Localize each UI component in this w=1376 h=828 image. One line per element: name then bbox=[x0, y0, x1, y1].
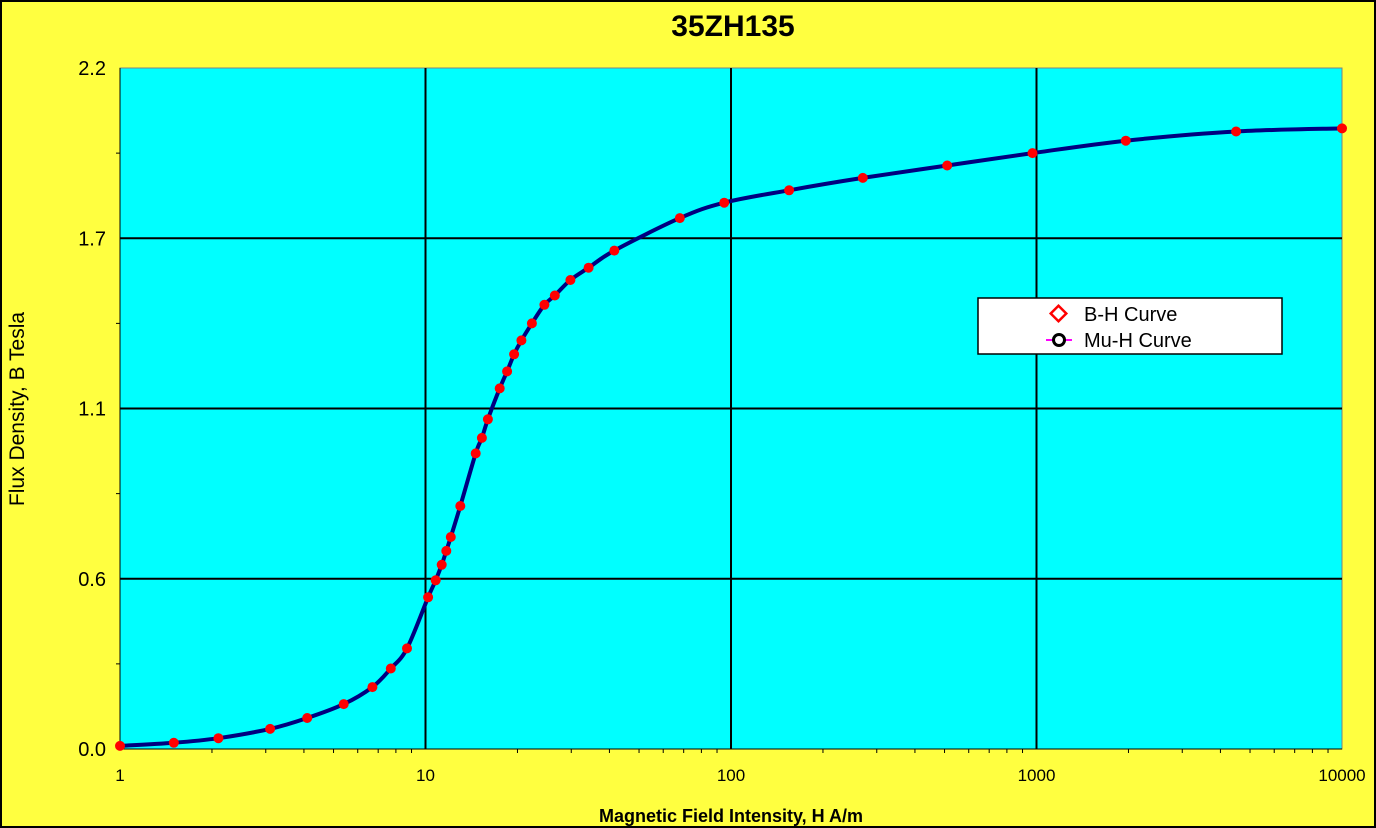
x-tick-label: 10000 bbox=[1318, 766, 1365, 785]
legend-label-bh: B-H Curve bbox=[1084, 304, 1177, 326]
y-tick-label: 0.6 bbox=[78, 569, 106, 591]
bh-data-point bbox=[1120, 135, 1131, 146]
legend: B-H Curve Mu-H Curve bbox=[977, 297, 1283, 355]
grid-lines bbox=[119, 68, 1342, 750]
bh-data-point bbox=[857, 172, 868, 183]
bh-data-point bbox=[1027, 148, 1038, 159]
x-axis-label: Magnetic Field Intensity, H A/m bbox=[599, 806, 863, 826]
bh-data-point bbox=[509, 349, 520, 360]
bh-data-point bbox=[441, 545, 452, 556]
bh-data-point bbox=[549, 290, 560, 301]
bh-data-point bbox=[455, 501, 466, 511]
bh-data-point bbox=[494, 383, 505, 394]
bh-data-point bbox=[402, 643, 412, 654]
legend-box bbox=[977, 297, 1283, 355]
x-tick-labels: 1 10 100 1000 10000 bbox=[115, 766, 1365, 785]
x-tick-label: 100 bbox=[717, 766, 745, 785]
bh-data-point bbox=[502, 366, 513, 377]
bh-data-point bbox=[1231, 126, 1242, 137]
bh-data-point bbox=[213, 733, 224, 744]
bh-data-point bbox=[445, 532, 456, 542]
bh-data-point bbox=[526, 318, 537, 329]
bh-data-point bbox=[784, 185, 795, 196]
bh-data-point bbox=[609, 245, 620, 256]
bh-data-point bbox=[436, 559, 447, 570]
legend-label-mu: Mu-H Curve bbox=[1084, 330, 1192, 352]
minor-ticks bbox=[116, 152, 1329, 753]
circle-marker-icon bbox=[1052, 333, 1066, 347]
bh-data-point bbox=[674, 213, 685, 224]
x-tick-label: 1000 bbox=[1018, 766, 1056, 785]
chart-title: 35ZH135 bbox=[671, 10, 794, 43]
bh-data-point bbox=[470, 448, 481, 459]
x-tick-label: 10 bbox=[416, 766, 435, 785]
y-axis-label: Flux Density, B Tesla bbox=[6, 312, 29, 506]
bh-data-point bbox=[423, 592, 434, 603]
y-tick-label: 2.2 bbox=[78, 58, 106, 80]
bh-data-point bbox=[476, 432, 487, 443]
bh-data-point bbox=[583, 262, 594, 273]
bh-data-point bbox=[385, 663, 396, 674]
bh-data-point bbox=[265, 723, 276, 734]
x-tick-label: 1 bbox=[115, 766, 124, 785]
diamond-marker-icon bbox=[1048, 303, 1069, 324]
bh-data-point bbox=[539, 299, 550, 310]
bh-curve-markers bbox=[115, 123, 1347, 751]
bh-data-point bbox=[1337, 123, 1347, 134]
bh-data-point bbox=[367, 682, 378, 693]
bh-data-point bbox=[115, 740, 125, 751]
y-tick-label: 1.7 bbox=[78, 228, 106, 250]
bh-data-point bbox=[565, 275, 576, 285]
bh-data-point bbox=[430, 575, 441, 586]
bh-data-point bbox=[719, 197, 730, 208]
bh-data-point bbox=[168, 737, 179, 748]
bh-data-point bbox=[302, 713, 313, 723]
bh-data-point bbox=[516, 335, 527, 346]
y-tick-label: 0.0 bbox=[78, 739, 106, 761]
bh-data-point bbox=[338, 699, 349, 710]
bh-data-point bbox=[482, 414, 493, 425]
y-tick-labels: 0.0 0.6 1.1 1.7 2.2 bbox=[78, 58, 106, 761]
y-tick-label: 1.1 bbox=[78, 399, 106, 421]
bh-data-point bbox=[942, 160, 953, 171]
